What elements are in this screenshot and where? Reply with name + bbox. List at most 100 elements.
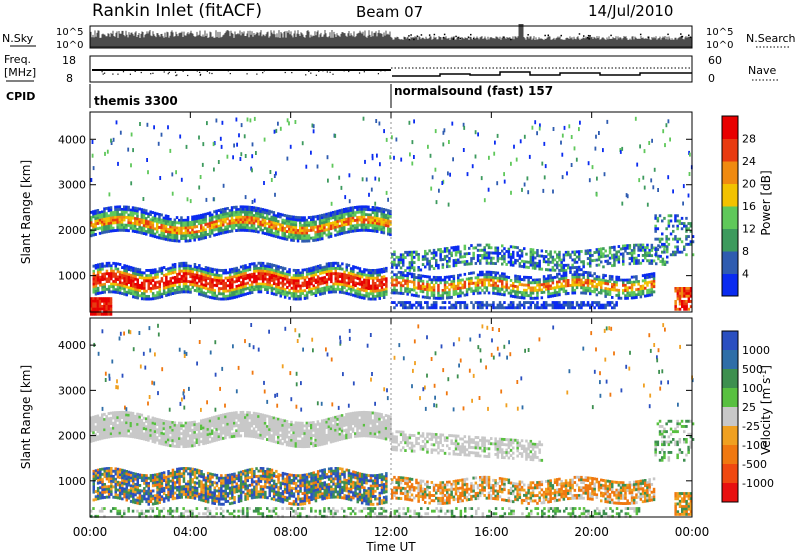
- heatmap-cell: [169, 269, 172, 273]
- heatmap-cell: [314, 265, 318, 269]
- heatmap-cell: [479, 243, 482, 247]
- heatmap-cell: [334, 274, 337, 278]
- heatmap-cell: [101, 413, 104, 417]
- heatmap-cell: [208, 211, 212, 215]
- heatmap-cell: [167, 280, 170, 284]
- freq-trace: [92, 67, 692, 77]
- heatmap-cell: [248, 273, 252, 277]
- heatmap-cell: [463, 303, 467, 307]
- heatmap-cell: [644, 279, 647, 282]
- heatmap-cell: [556, 261, 559, 264]
- heatmap-cell: [120, 431, 124, 435]
- heatmap-cell: [212, 142, 215, 147]
- heatmap-cell: [237, 286, 241, 290]
- heatmap-cell: [125, 283, 128, 286]
- heatmap-cell: [562, 258, 566, 262]
- heatmap-cell: [622, 244, 625, 248]
- heatmap-cell: [681, 292, 684, 296]
- heatmap-cell: [125, 226, 128, 230]
- heatmap-cell: [140, 418, 144, 422]
- heatmap-cell: [505, 280, 508, 284]
- heatmap-cell: [281, 266, 285, 270]
- heatmap-cell: [169, 428, 172, 432]
- heatmap-cell: [387, 232, 390, 236]
- heatmap-cell: [145, 435, 148, 439]
- heatmap-cell: [378, 268, 381, 272]
- heatmap-cell: [638, 178, 641, 183]
- heatmap-cell: [272, 292, 276, 296]
- heatmap-cell: [184, 282, 188, 286]
- heatmap-cell: [224, 215, 227, 219]
- heatmap-cell: [633, 256, 636, 260]
- heatmap-cell: [268, 265, 271, 269]
- heatmap-cell: [573, 253, 577, 256]
- heatmap-cell: [378, 278, 381, 282]
- heatmap-cell: [187, 280, 190, 283]
- heatmap-cell: [547, 292, 550, 296]
- heatmap-cell: [151, 229, 155, 233]
- heatmap-cell: [575, 286, 579, 290]
- heatmap-cell: [325, 212, 328, 216]
- heatmap-cell: [215, 212, 218, 216]
- heatmap-cell: [103, 290, 106, 294]
- heatmap-cell: [426, 260, 429, 263]
- heatmap-cell: [347, 217, 350, 221]
- heatmap-cell: [206, 222, 210, 226]
- heatmap-cell: [376, 286, 379, 290]
- heatmap-cell: [314, 238, 317, 242]
- heatmap-cell: [149, 231, 152, 235]
- heatmap-cell: [483, 291, 486, 295]
- heatmap-cell: [118, 286, 122, 290]
- heatmap-cell: [109, 307, 113, 311]
- heatmap-cell: [314, 281, 318, 284]
- heatmap-cell: [167, 228, 170, 231]
- nsearch-dot: [459, 37, 462, 40]
- heatmap-cell: [261, 274, 265, 278]
- heatmap-cell: [542, 285, 546, 289]
- heatmap-cell: [325, 228, 328, 232]
- heatmap-cell: [571, 278, 574, 282]
- heatmap-cell: [593, 290, 596, 294]
- heatmap-cell: [121, 281, 124, 285]
- heatmap-cell: [142, 213, 146, 217]
- heatmap-cell: [314, 268, 318, 271]
- heatmap-cell: [145, 209, 148, 213]
- heatmap-cell: [173, 437, 177, 440]
- heatmap-cell: [323, 276, 326, 279]
- heatmap-cell: [283, 234, 287, 238]
- heatmap-cell: [235, 223, 238, 227]
- heatmap-cell: [94, 279, 98, 283]
- heatmap-cell: [167, 443, 170, 447]
- heatmap-cell: [266, 265, 269, 268]
- heatmap-cell: [349, 214, 353, 218]
- heatmap-cell: [356, 274, 359, 278]
- heatmap-cell: [259, 225, 262, 229]
- heatmap-cell: [586, 273, 590, 277]
- nsearch-dot: [610, 34, 612, 37]
- heatmap-cell: [204, 294, 208, 298]
- heatmap-cell: [136, 222, 139, 226]
- heatmap-cell: [96, 279, 100, 282]
- heatmap-cell: [494, 246, 497, 250]
- heatmap-cell: [523, 134, 526, 139]
- heatmap-cell: [200, 272, 203, 276]
- heatmap-cell: [536, 296, 539, 300]
- heatmap-cell: [237, 276, 241, 280]
- heatmap-cell: [307, 223, 311, 227]
- heatmap-cell: [272, 216, 276, 220]
- heatmap-cell: [250, 229, 254, 233]
- heatmap-cell: [496, 181, 499, 186]
- heatmap-cell: [345, 212, 348, 216]
- heatmap-cell: [452, 293, 456, 296]
- heatmap-cell: [198, 279, 201, 283]
- heatmap-cell: [131, 427, 135, 431]
- colorbar-bin: [722, 251, 738, 274]
- heatmap-cell: [459, 291, 462, 295]
- heatmap-cell: [641, 287, 645, 291]
- plot-title: Rankin Inlet (fitACF): [92, 1, 262, 21]
- heatmap-cell: [551, 281, 555, 285]
- heatmap-cell: [142, 232, 146, 235]
- heatmap-cell: [263, 232, 267, 235]
- heatmap-cell: [134, 224, 137, 228]
- heatmap-cell: [608, 287, 612, 291]
